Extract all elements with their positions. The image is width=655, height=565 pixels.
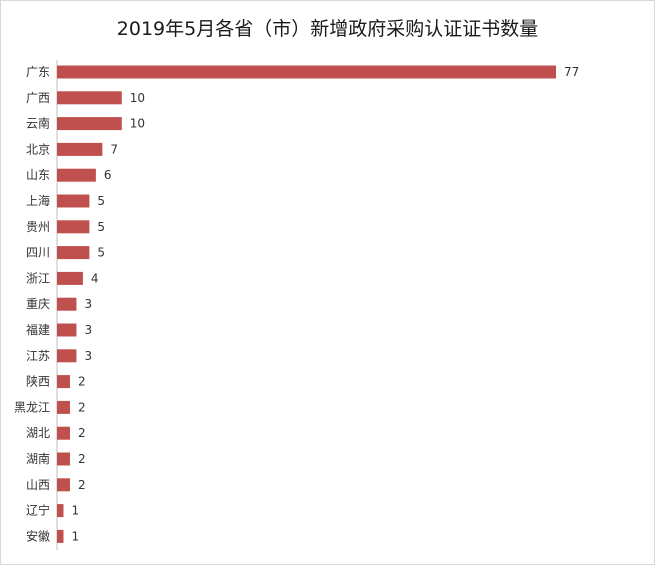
category-label: 湖南 [26, 451, 50, 466]
bar-group: 广东 77 广西 10 云南 10 北京 7 山东 6 上海 5 贵州 5 四川 5 浙江 4 重庆 3 福建 3 江苏 3 陕… [14, 65, 579, 543]
bar [57, 142, 103, 156]
data-label: 6 [104, 168, 112, 182]
data-label: 5 [97, 220, 105, 234]
category-label: 辽宁 [26, 503, 50, 518]
category-label: 山西 [26, 478, 50, 492]
data-label: 4 [91, 271, 99, 285]
chart-title: 2019年5月各省（市）新增政府采购认证证书数量 [116, 18, 539, 40]
data-label: 3 [84, 323, 92, 337]
category-label: 广东 [26, 65, 50, 79]
bar [57, 375, 70, 389]
data-label: 2 [78, 426, 86, 440]
bar [57, 400, 70, 414]
data-label: 10 [130, 117, 145, 131]
data-label: 3 [84, 297, 92, 311]
bar [57, 65, 556, 79]
bar [57, 504, 64, 518]
category-label: 北京 [26, 142, 50, 156]
bar [57, 297, 77, 311]
category-label: 湖北 [26, 425, 50, 440]
data-label: 2 [78, 478, 86, 492]
data-label: 2 [78, 375, 86, 389]
bar [57, 478, 70, 492]
category-label: 四川 [26, 246, 50, 260]
data-label: 3 [84, 349, 92, 363]
data-label: 5 [97, 246, 105, 260]
bar [57, 452, 70, 466]
category-label: 贵州 [26, 220, 50, 234]
bar [57, 168, 96, 182]
category-label: 浙江 [26, 271, 50, 285]
bar [57, 349, 77, 363]
bar [57, 426, 70, 440]
bar [57, 220, 90, 234]
bar [57, 246, 90, 260]
data-label: 7 [110, 142, 118, 156]
category-label: 云南 [26, 116, 50, 131]
bar [57, 194, 90, 208]
bar [57, 117, 122, 131]
category-label: 江苏 [26, 349, 50, 363]
category-label: 重庆 [26, 297, 50, 311]
category-label: 山东 [26, 168, 50, 182]
data-label: 2 [78, 452, 86, 466]
bar [57, 91, 122, 105]
data-label: 5 [97, 194, 105, 208]
data-label: 10 [130, 91, 145, 105]
bar [57, 323, 77, 337]
bar [57, 271, 83, 285]
data-label: 1 [71, 504, 79, 518]
category-label: 黑龙江 [14, 400, 50, 414]
data-label: 2 [78, 400, 86, 414]
category-label: 广西 [26, 91, 50, 105]
category-label: 安徽 [26, 528, 50, 543]
bar [57, 529, 64, 543]
category-label: 上海 [26, 193, 50, 208]
data-label: 77 [564, 65, 579, 79]
data-label: 1 [71, 529, 79, 543]
category-label: 陕西 [26, 374, 50, 389]
category-label: 福建 [26, 322, 50, 337]
